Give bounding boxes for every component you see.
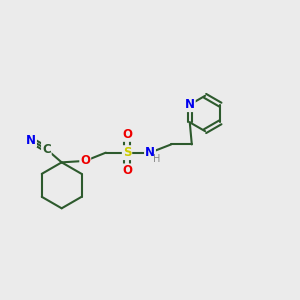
- Text: S: S: [123, 146, 131, 159]
- Text: O: O: [122, 128, 132, 141]
- Text: H: H: [153, 154, 160, 164]
- Text: C: C: [42, 142, 51, 156]
- Text: N: N: [185, 98, 195, 111]
- Text: N: N: [26, 134, 36, 147]
- Text: O: O: [80, 154, 90, 167]
- Text: O: O: [122, 164, 132, 177]
- Text: N: N: [145, 146, 155, 159]
